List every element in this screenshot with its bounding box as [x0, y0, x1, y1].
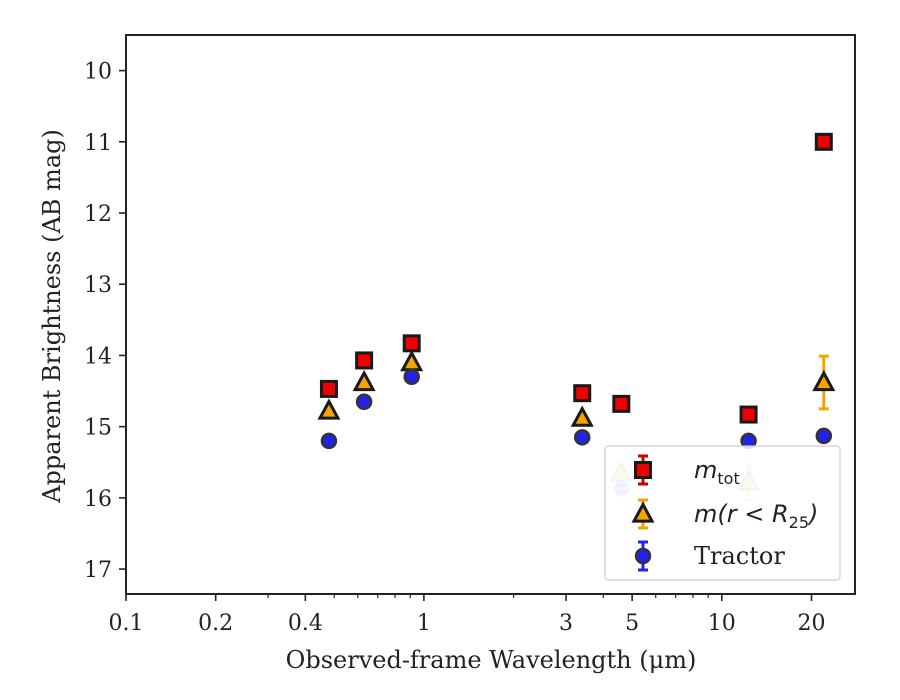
data-point	[352, 369, 376, 392]
y-tick-label: 10	[84, 60, 112, 85]
data-point	[355, 351, 374, 370]
plot-border	[125, 34, 856, 595]
x-tick-label: 1	[417, 611, 431, 636]
data-point	[812, 369, 836, 392]
x-tick-label: 20	[797, 611, 825, 636]
y-tick-label: 12	[84, 202, 112, 227]
y-tick-label: 11	[84, 131, 112, 156]
series-square	[319, 132, 833, 424]
legend-marker	[634, 461, 652, 479]
data-point	[570, 405, 594, 427]
x-axis-label: Observed-frame Wavelength (μm)	[286, 646, 697, 674]
legend-box	[604, 445, 841, 581]
data-point	[320, 432, 338, 450]
data-point	[612, 394, 631, 413]
data-point	[815, 427, 833, 445]
y-tick-label: 17	[84, 558, 112, 583]
y-axis-label: Apparent Brightness (AB mag)	[38, 129, 66, 504]
data-point	[814, 132, 833, 151]
x-axis-ticks: 0.1 0.2 0.4 1 3 5 10 20	[109, 594, 825, 636]
data-point	[317, 398, 341, 420]
x-tick-label: 10	[708, 611, 736, 636]
x-tick-label: 3	[559, 611, 573, 636]
data-point	[402, 334, 421, 353]
data-point	[739, 405, 758, 424]
legend: mtot m(r < R25) Tractor	[604, 445, 841, 581]
x-tick-label: 0.2	[198, 611, 233, 636]
x-tick-label: 0.1	[109, 611, 144, 636]
plot-frame	[125, 34, 856, 595]
y-tick-label: 15	[84, 416, 112, 441]
y-axis-ticks: 10 11 12 13 14 15 16 17	[84, 60, 126, 583]
y-tick-label: 14	[84, 344, 112, 369]
legend-label: Tractor	[694, 542, 785, 570]
x-tick-label: 0.4	[288, 611, 323, 636]
data-point	[319, 379, 338, 398]
data-point	[355, 393, 373, 410]
y-tick-label: 16	[84, 487, 112, 512]
x-tick-label: 5	[625, 611, 639, 636]
data-point	[573, 429, 591, 446]
legend-marker	[631, 501, 655, 523]
legend-label: mtot	[694, 456, 740, 488]
legend-label: m(r < R25)	[694, 500, 818, 532]
legend-marker	[634, 547, 652, 565]
data-point	[573, 384, 592, 403]
y-tick-label: 13	[84, 273, 112, 298]
data-point	[403, 368, 420, 386]
